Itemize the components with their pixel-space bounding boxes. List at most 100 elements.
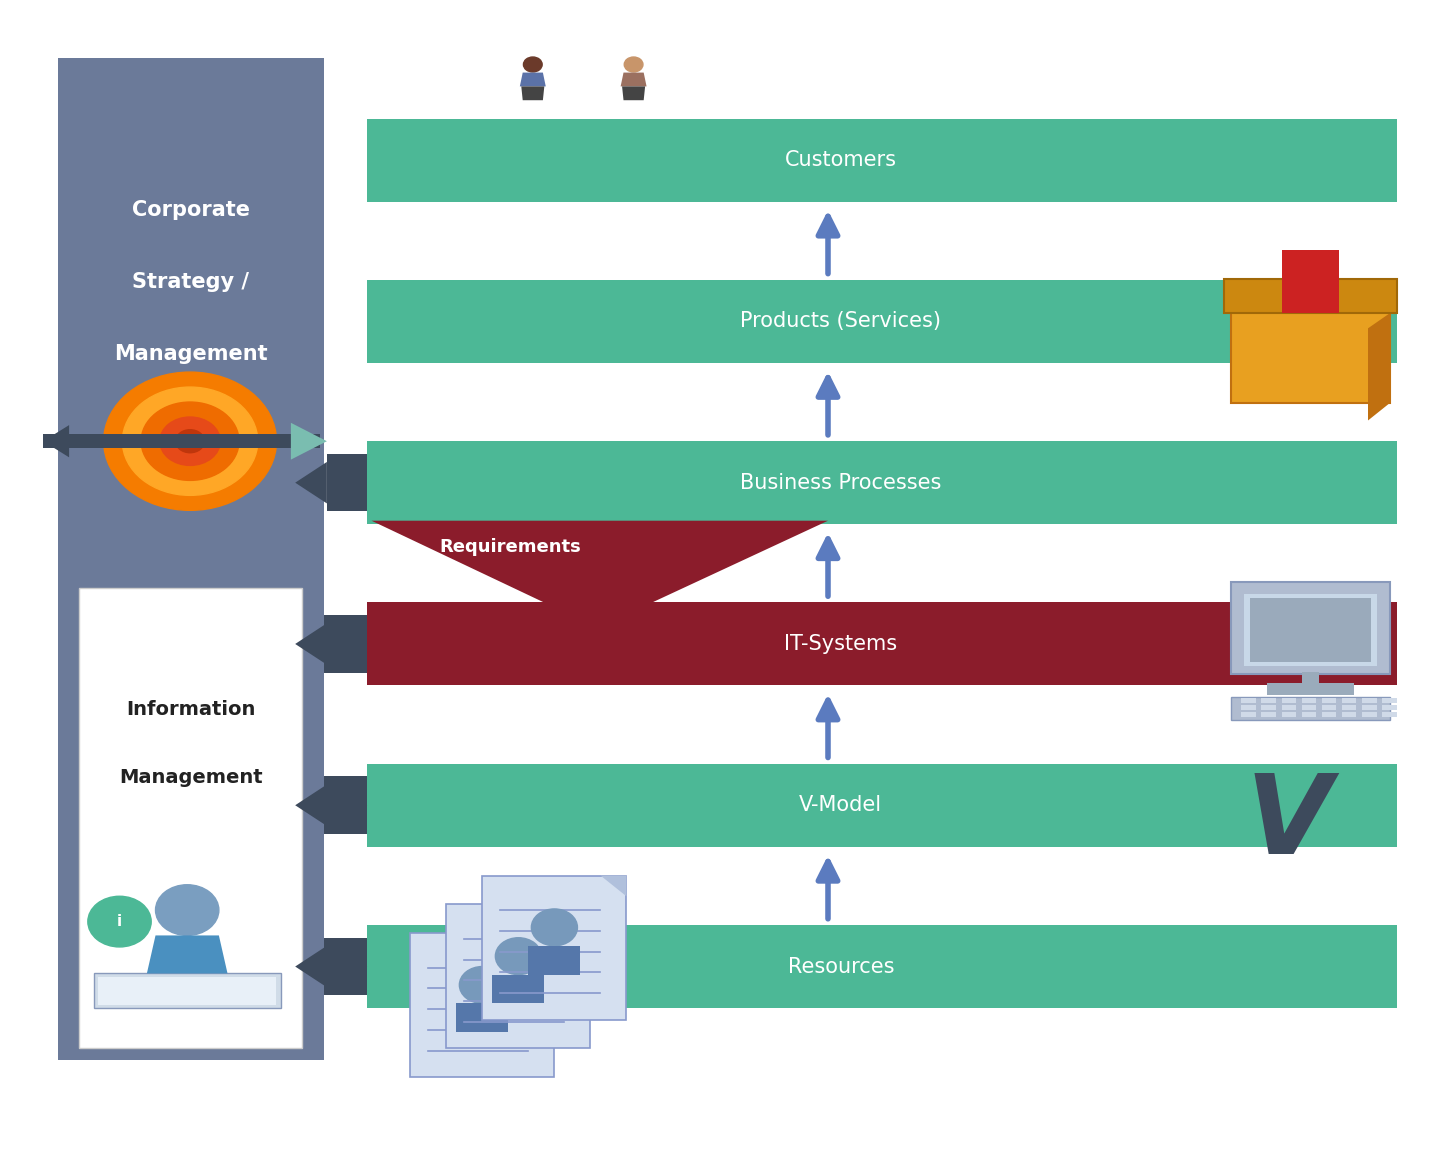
Text: i: i [117, 914, 122, 930]
Bar [367, 119, 1397, 202]
Polygon shape [1368, 313, 1390, 420]
Bar [1244, 594, 1377, 666]
Bar [367, 441, 1397, 524]
Polygon shape [621, 73, 647, 86]
Bar [1342, 698, 1356, 703]
Bar [1322, 698, 1336, 703]
Circle shape [156, 885, 219, 935]
Bar [1241, 712, 1256, 717]
Bar [43, 434, 190, 448]
Text: Business Processes: Business Processes [740, 472, 942, 493]
Bar [58, 58, 324, 1060]
Bar [446, 904, 590, 1048]
Polygon shape [295, 785, 327, 826]
Polygon shape [291, 423, 327, 460]
Bar [456, 1003, 508, 1032]
Polygon shape [564, 904, 590, 925]
Bar [492, 975, 544, 1003]
Bar [1322, 705, 1336, 710]
Bar [190, 434, 320, 448]
Bar [79, 588, 302, 1048]
Bar [324, 938, 336, 995]
Circle shape [459, 967, 505, 1003]
Polygon shape [521, 86, 544, 100]
Bar [1261, 698, 1276, 703]
Bar [1282, 712, 1296, 717]
Polygon shape [295, 946, 327, 987]
Polygon shape [622, 86, 645, 100]
Text: Customers: Customers [785, 150, 897, 170]
Bar [324, 776, 336, 834]
Bar [1282, 705, 1296, 710]
Polygon shape [336, 785, 367, 826]
Polygon shape [520, 73, 546, 86]
Circle shape [176, 430, 204, 453]
Bar [1302, 705, 1316, 710]
Bar [1224, 279, 1397, 313]
Bar [1282, 698, 1296, 703]
Circle shape [184, 437, 196, 446]
Circle shape [495, 938, 541, 975]
Polygon shape [147, 935, 228, 973]
Polygon shape [295, 623, 327, 665]
Circle shape [160, 417, 220, 465]
Circle shape [625, 56, 644, 71]
Text: Resources: Resources [788, 956, 894, 977]
Bar [94, 973, 281, 1008]
Bar [367, 602, 1397, 685]
Text: Corporate

Strategy /

Management: Corporate Strategy / Management [114, 200, 268, 364]
Text: Products (Services): Products (Services) [740, 311, 942, 332]
Bar [1382, 705, 1397, 710]
Text: V: V [1246, 771, 1332, 877]
Circle shape [524, 56, 541, 71]
Bar [1362, 698, 1377, 703]
Bar [1231, 697, 1390, 720]
Bar [1267, 683, 1354, 695]
Bar [1302, 712, 1316, 717]
Polygon shape [528, 933, 554, 954]
Bar [1241, 698, 1256, 703]
Bar [1261, 712, 1276, 717]
Text: Requirements: Requirements [439, 538, 580, 556]
Polygon shape [600, 876, 626, 896]
Bar [1261, 705, 1276, 710]
Bar [367, 764, 1397, 847]
Polygon shape [336, 623, 367, 665]
Polygon shape [336, 946, 367, 987]
Bar [482, 876, 626, 1020]
Bar [1342, 705, 1356, 710]
Bar [1231, 311, 1390, 403]
Text: V-Model: V-Model [799, 795, 883, 816]
Bar [324, 615, 336, 673]
Polygon shape [372, 521, 828, 628]
Bar [1302, 698, 1316, 703]
Bar [327, 454, 367, 511]
Bar [1282, 250, 1339, 313]
Bar [410, 933, 554, 1077]
Bar [1302, 672, 1319, 685]
Polygon shape [43, 425, 69, 457]
Bar [1362, 712, 1377, 717]
Bar [1342, 712, 1356, 717]
Text: IT-Systems: IT-Systems [785, 634, 897, 654]
Bar [1362, 705, 1377, 710]
Bar [367, 925, 1397, 1008]
Bar [1382, 712, 1397, 717]
Circle shape [104, 372, 276, 510]
Bar [1322, 712, 1336, 717]
Bar [1241, 705, 1256, 710]
Bar [1382, 698, 1397, 703]
Circle shape [88, 896, 151, 947]
Bar [1231, 582, 1390, 674]
Circle shape [531, 909, 577, 946]
Bar [327, 615, 367, 673]
Circle shape [141, 402, 239, 480]
Polygon shape [295, 462, 327, 503]
Bar [1250, 598, 1371, 662]
Text: Information

Management: Information Management [120, 699, 262, 787]
Bar [367, 280, 1397, 363]
Bar [528, 946, 580, 975]
Bar [327, 938, 367, 995]
Bar [98, 977, 276, 1005]
Bar [327, 776, 367, 834]
